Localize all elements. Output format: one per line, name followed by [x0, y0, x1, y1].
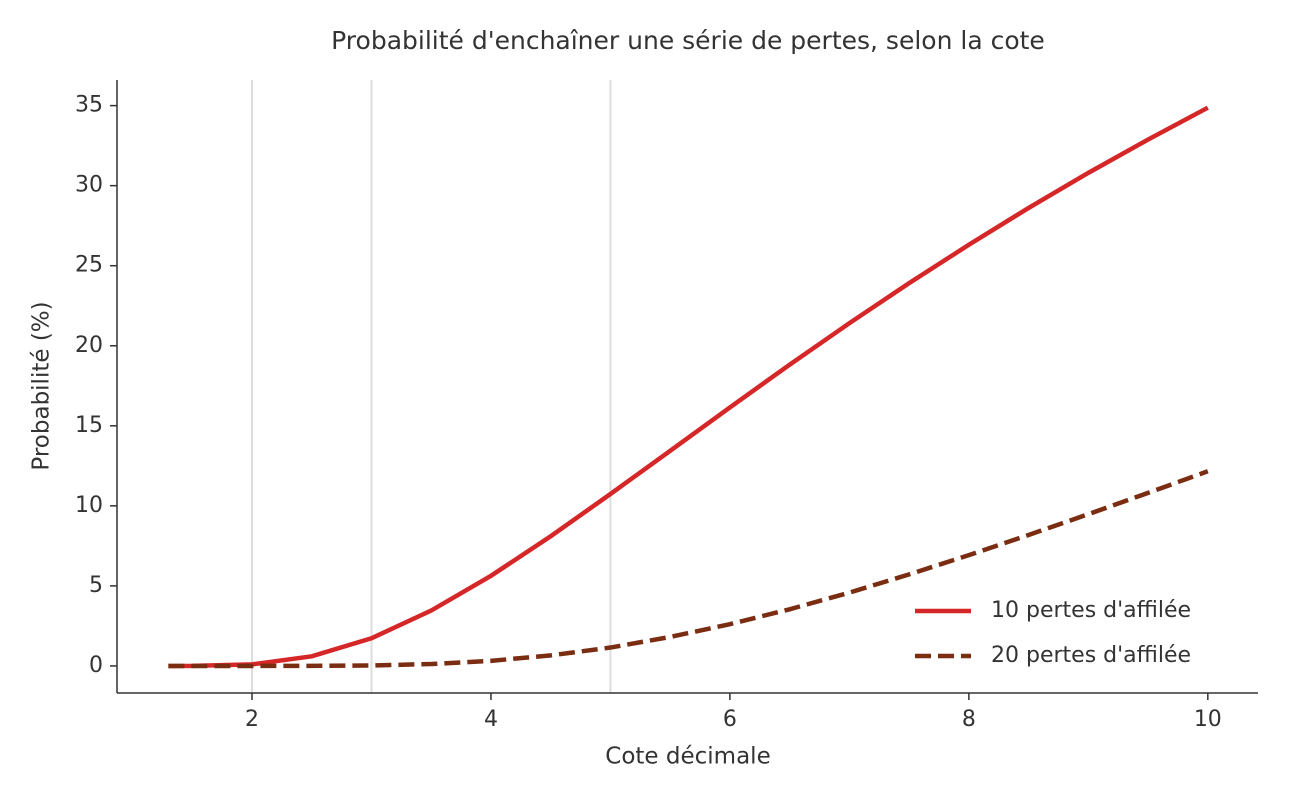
y-tick-label: 5 [89, 573, 103, 598]
x-tick-label: 4 [484, 707, 498, 732]
series-line [168, 105, 1209, 669]
series-line [168, 469, 1209, 669]
x-axis-label: Cote décimale [605, 744, 770, 770]
legend-label: 20 pertes d'affilée [991, 643, 1191, 668]
x-tick-label: 10 [1194, 707, 1222, 732]
y-tick-label: 10 [75, 493, 103, 518]
y-tick-label: 30 [75, 173, 103, 198]
x-tick-label: 2 [245, 707, 259, 732]
chart-title: Probabilité d'enchaîner une série de per… [331, 26, 1045, 55]
y-tick-label: 15 [75, 413, 103, 438]
y-tick-label: 20 [75, 333, 103, 358]
x-tick-label: 6 [723, 707, 737, 732]
y-tick-label: 25 [75, 253, 103, 278]
y-axis-label: Probabilité (%) [29, 301, 55, 470]
y-tick-label: 0 [89, 653, 103, 678]
legend-label: 10 pertes d'affilée [991, 598, 1191, 623]
x-tick-label: 8 [962, 707, 976, 732]
y-tick-label: 35 [75, 93, 103, 118]
